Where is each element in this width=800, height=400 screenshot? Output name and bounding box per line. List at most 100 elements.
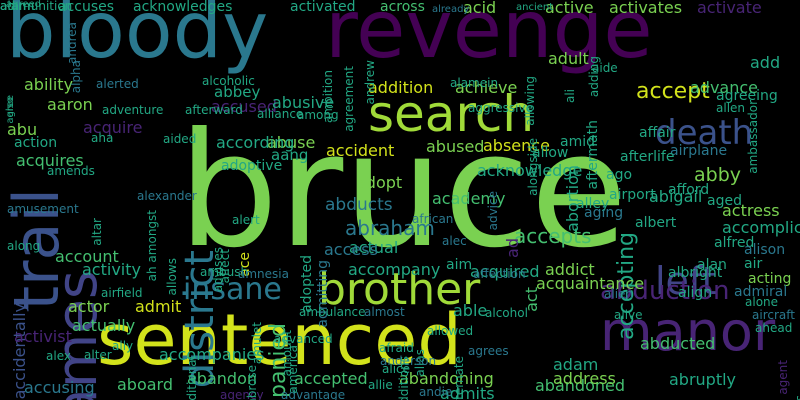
cloud-word: agrees <box>468 344 509 358</box>
cloud-word: ago <box>606 167 633 183</box>
cloud-word: abuse <box>267 133 316 152</box>
cloud-word: accused <box>211 97 277 116</box>
cloud-word: admiral <box>734 284 788 300</box>
cloud-word: death <box>655 113 754 153</box>
cloud-word: absence <box>483 136 550 155</box>
cloud-word: airport <box>609 187 656 203</box>
cloud-word: align <box>678 285 713 301</box>
cloud-word: air <box>744 256 763 272</box>
cloud-word: aide <box>592 61 618 75</box>
cloud-word: access <box>324 240 378 259</box>
cloud-word: alone <box>745 295 779 309</box>
cloud-word: aboard <box>117 375 174 394</box>
cloud-word: abusive <box>272 93 335 112</box>
cloud-word: accepts <box>514 224 592 248</box>
cloud-word: aircraft <box>752 308 795 322</box>
cloud-word: advice <box>486 191 500 231</box>
cloud-word: agreed <box>6 0 42 10</box>
cloud-word: allowed <box>427 324 474 338</box>
cloud-word: left <box>655 259 717 303</box>
cloud-word: almost <box>364 305 405 319</box>
cloud-word: actually <box>72 316 136 335</box>
cloud-word: ammunition <box>0 0 73 13</box>
cloud-word: acquires <box>16 151 84 170</box>
cloud-word: altar <box>90 218 104 246</box>
cloud-word: address <box>553 369 616 388</box>
cloud-word: ali <box>563 89 577 104</box>
cloud-word: ah amongst <box>145 210 159 282</box>
cloud-word: alison <box>744 242 786 258</box>
cloud-word: agree <box>5 95 16 124</box>
cloud-word: aged <box>707 193 742 209</box>
cloud-word: abby <box>694 164 742 186</box>
cloud-word: amends <box>47 164 95 178</box>
cloud-word: acid <box>463 0 497 17</box>
cloud-word: alice <box>382 362 411 376</box>
cloud-word: agreement <box>342 66 356 132</box>
cloud-word: adam <box>553 355 599 374</box>
cloud-word: ahead <box>755 321 793 335</box>
cloud-word: abducts <box>325 195 393 215</box>
cloud-word: adult <box>548 49 589 68</box>
cloud-word: acting <box>748 271 792 287</box>
cloud-word: affection <box>473 267 526 281</box>
cloud-word: affect <box>218 249 232 284</box>
cloud-word: acknowledges <box>133 0 233 15</box>
cloud-word: acquaintance <box>536 274 645 293</box>
cloud-word: afford <box>668 182 710 198</box>
cloud-word: alcohol <box>485 306 528 320</box>
cloud-word: abraham <box>345 216 435 240</box>
cloud-word: search <box>368 85 535 143</box>
cloud-word: accusing <box>24 378 95 397</box>
cloud-word: amusement <box>7 202 79 216</box>
cloud-word: account <box>55 247 119 266</box>
cloud-word: amid <box>560 134 595 150</box>
cloud-word: abu <box>7 120 38 139</box>
cloud-word: alliance <box>257 107 304 121</box>
cloud-word: afraid <box>379 341 414 355</box>
cloud-word: adoptive <box>221 158 283 174</box>
cloud-word: actress <box>722 201 780 220</box>
cloud-word: alien <box>604 287 634 301</box>
cloud-word: andie <box>419 385 453 399</box>
cloud-word: alley <box>576 196 610 212</box>
cloud-word: aftermath <box>585 120 601 190</box>
cloud-word: activates <box>609 0 683 17</box>
cloud-word: actual <box>349 238 399 257</box>
cloud-word: andrea <box>65 22 79 64</box>
cloud-word: activate <box>697 0 762 17</box>
cloud-word: ancient <box>516 2 554 13</box>
cloud-word: advance <box>690 78 759 97</box>
cloud-word: across <box>380 0 425 15</box>
cloud-word: always <box>793 395 800 400</box>
cloud-word: abbey <box>214 83 261 101</box>
cloud-word: ambush <box>200 265 249 279</box>
cloud-word: alfred <box>714 235 755 251</box>
cloud-word: afterlife <box>620 149 675 165</box>
cloud-word: amulet <box>250 322 264 365</box>
cloud-word: affair <box>639 125 676 141</box>
cloud-word: additional <box>185 356 199 400</box>
cloud-word: aaron <box>47 95 93 114</box>
cloud-word: alcoholic <box>202 74 255 88</box>
cloud-word: abandon <box>187 369 257 388</box>
cloud-word: activist <box>14 327 72 346</box>
cloud-word: airplane <box>670 143 728 159</box>
cloud-word: alexander <box>137 189 197 203</box>
cloud-word: ambassador <box>746 100 760 174</box>
cloud-word: abruptly <box>669 370 737 389</box>
cloud-word: albert <box>635 215 677 231</box>
cloud-word: adventure <box>102 103 164 117</box>
cloud-word: alert <box>232 213 260 227</box>
cloud-word: along <box>7 239 41 253</box>
cloud-word: accepted <box>294 369 368 388</box>
cloud-word: already <box>432 4 470 15</box>
cloud-word: accident <box>326 141 395 160</box>
cloud-word: sentenced <box>97 299 462 381</box>
cloud-word: action <box>14 135 58 151</box>
cloud-word: afterward <box>185 103 243 117</box>
cloud-word: accuses <box>58 0 115 15</box>
cloud-word: achieve <box>455 78 518 97</box>
cloud-word: alec <box>442 234 467 248</box>
